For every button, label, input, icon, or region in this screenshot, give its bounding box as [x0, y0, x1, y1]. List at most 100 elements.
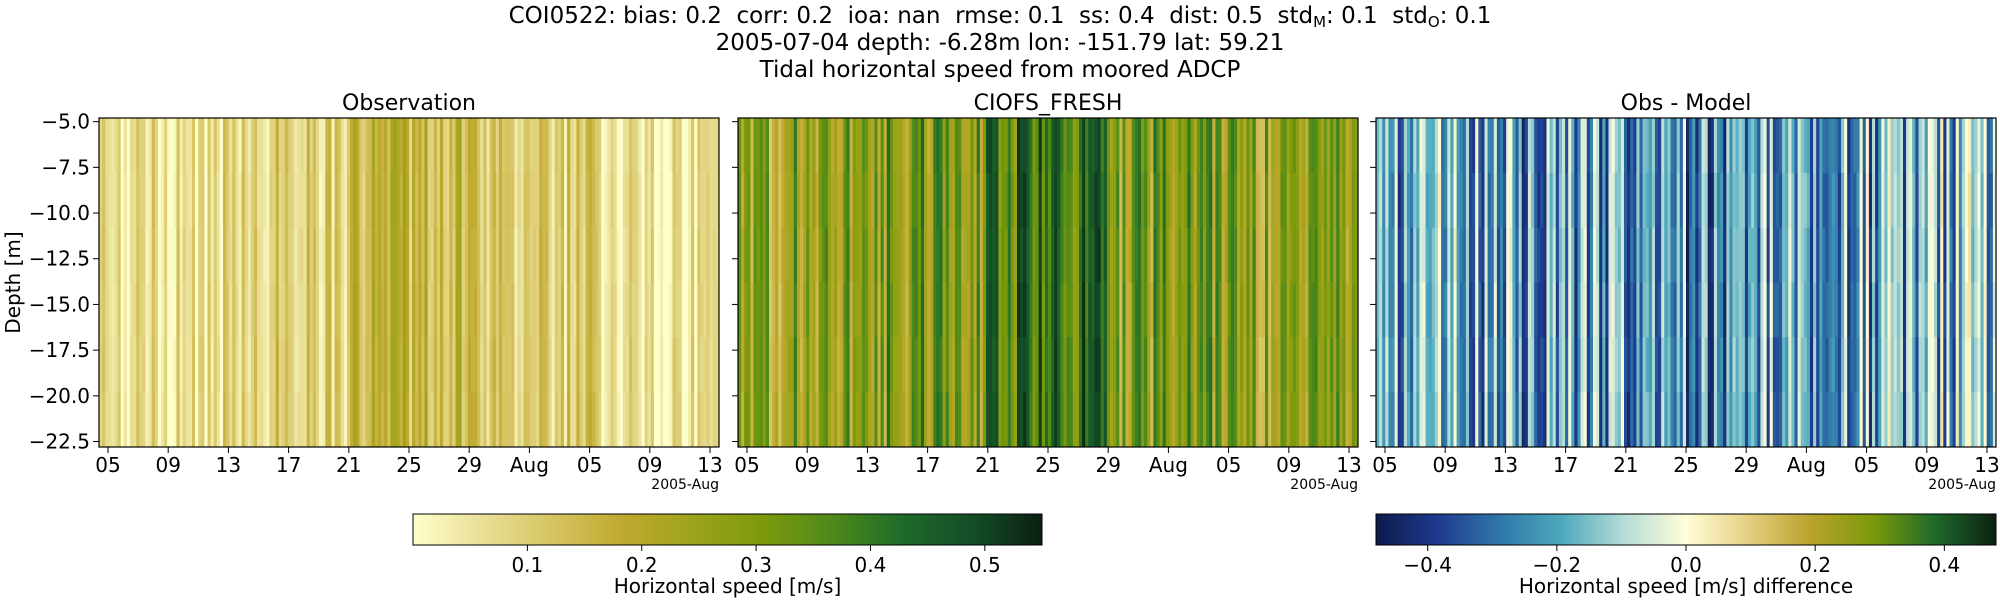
heatmap-cell — [461, 227, 466, 283]
heatmap-cell — [1599, 337, 1603, 393]
x-tick-label: Aug — [1787, 453, 1826, 477]
heatmap-cell — [784, 172, 788, 229]
heatmap-cell — [520, 227, 525, 283]
heatmap-cell — [1689, 227, 1693, 283]
heatmap-cell — [961, 227, 965, 283]
heatmap-cell — [1744, 227, 1749, 283]
heatmap-cell — [1602, 282, 1606, 338]
heatmap-cell — [340, 392, 345, 448]
heatmap-cell — [622, 172, 627, 229]
heatmap-cell — [927, 227, 931, 283]
y-tick-label: −22.5 — [29, 430, 90, 454]
heatmap-cell — [793, 172, 798, 229]
heatmap-cell — [604, 392, 608, 448]
heatmap-cell — [1193, 392, 1198, 448]
heatmap-cell — [765, 337, 770, 393]
heatmap-cell — [474, 282, 478, 338]
heatmap-cell — [1060, 118, 1064, 174]
heatmap-cell — [1234, 337, 1238, 393]
heatmap-cell — [1165, 172, 1170, 229]
heatmap-cell — [1057, 282, 1061, 338]
heatmap-cell — [1946, 118, 1950, 174]
heatmap-cell — [492, 282, 497, 338]
heatmap-cell — [1162, 118, 1167, 174]
heatmap-cell — [1701, 392, 1705, 448]
heatmap-cell — [700, 392, 704, 448]
heatmap-cell — [474, 227, 478, 283]
heatmap-cell — [319, 118, 323, 174]
heatmap-cell — [136, 172, 140, 229]
heatmap-cell — [756, 282, 761, 338]
heatmap-cell — [883, 172, 888, 229]
heatmap-cell — [498, 282, 503, 338]
heatmap-cell — [697, 392, 701, 448]
heatmap-cell — [514, 392, 518, 448]
heatmap-cell — [936, 118, 940, 174]
heatmap-cell — [1465, 392, 1470, 448]
heatmap-cell — [1261, 337, 1266, 393]
heatmap-cell — [976, 392, 981, 448]
heatmap-cell — [1692, 337, 1696, 393]
heatmap-cell — [480, 118, 484, 174]
heatmap-cell — [1218, 118, 1222, 174]
heatmap-cell — [1023, 172, 1027, 229]
heatmap-cell — [806, 227, 810, 283]
heatmap-cell — [1689, 392, 1693, 448]
heatmap-cell — [1853, 282, 1857, 338]
heatmap-cell — [1989, 118, 1994, 174]
heatmap-cell — [1661, 172, 1665, 229]
heatmap-cell — [176, 118, 180, 174]
heatmap-cell — [353, 282, 357, 338]
heatmap-cell — [1555, 227, 1560, 283]
heatmap-cell — [1419, 118, 1423, 174]
heatmap-cell — [700, 337, 704, 393]
heatmap-cell — [1075, 282, 1080, 338]
heatmap-cell — [374, 227, 379, 283]
heatmap-cell — [765, 227, 770, 283]
heatmap-cell — [1206, 118, 1210, 174]
heatmap-cell — [294, 392, 298, 448]
heatmap-cell — [564, 392, 568, 448]
heatmap-cell — [421, 392, 425, 448]
heatmap-cell — [365, 282, 370, 338]
heatmap-cell — [1453, 227, 1457, 283]
heatmap-cell — [170, 118, 174, 174]
heatmap-cell — [1150, 118, 1154, 174]
heatmap-cell — [1633, 282, 1637, 338]
heatmap-cell — [356, 227, 360, 283]
heatmap-cell — [1459, 227, 1464, 283]
heatmap-cell — [182, 118, 187, 174]
x-tick-label: 29 — [1733, 453, 1758, 477]
heatmap-cell — [1667, 227, 1671, 283]
heatmap-cell — [309, 337, 314, 393]
heatmap-cell — [1029, 172, 1033, 229]
heatmap-cell — [480, 392, 484, 448]
heatmap-cell — [1122, 227, 1126, 283]
heatmap-cell — [514, 118, 518, 174]
heatmap-cell — [840, 337, 844, 393]
heatmap-cell — [1791, 227, 1795, 283]
heatmap-cell — [483, 118, 487, 174]
heatmap-cell — [641, 392, 645, 448]
heatmap-cell — [508, 118, 512, 174]
heatmap-cell — [1593, 392, 1597, 448]
heatmap-cell — [961, 172, 965, 229]
heatmap-cell — [793, 392, 798, 448]
heatmap-cell — [359, 282, 363, 338]
heatmap-cell — [1946, 282, 1950, 338]
heatmap-cell — [1237, 118, 1241, 174]
heatmap-cell — [179, 337, 184, 393]
heatmap-cell — [1831, 118, 1836, 174]
heatmap-cell — [790, 282, 795, 338]
heatmap-cell — [967, 392, 971, 448]
heatmap-cell — [638, 337, 642, 393]
heatmap-cell — [1698, 227, 1702, 283]
heatmap-cell — [1271, 337, 1275, 393]
x-tick-label: 17 — [915, 453, 940, 477]
heatmap-cell — [477, 392, 481, 448]
heatmap-cell — [374, 118, 379, 174]
heatmap-cell — [247, 392, 252, 448]
heatmap-cell — [455, 337, 459, 393]
heatmap-cell — [1397, 118, 1402, 174]
heatmap-cell — [495, 172, 500, 229]
